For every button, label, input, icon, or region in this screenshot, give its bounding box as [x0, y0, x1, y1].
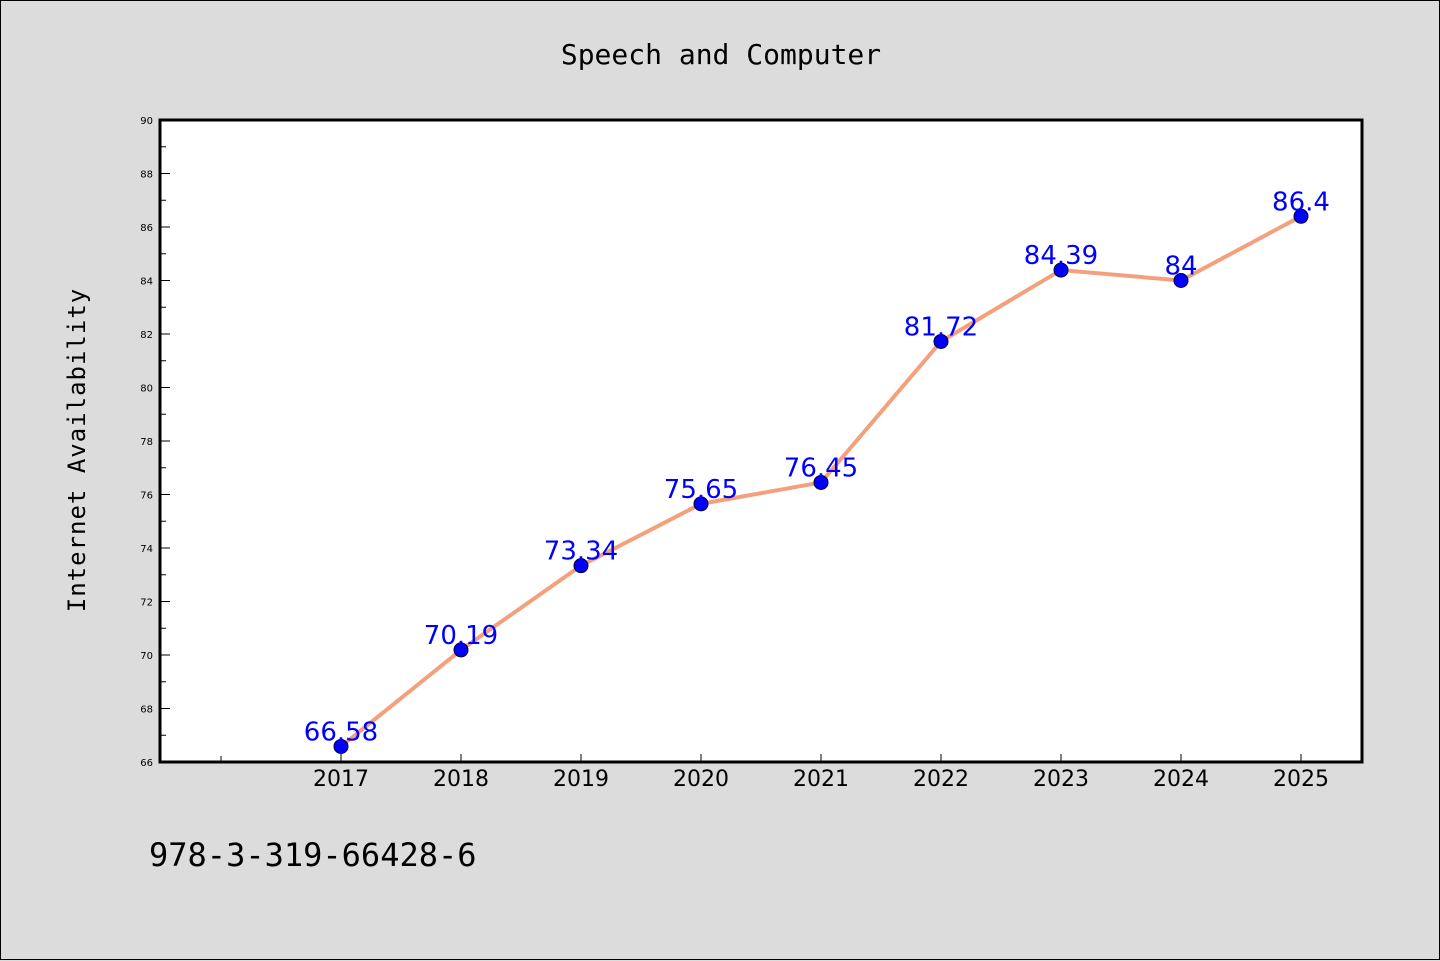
data-label-2020: 75.65: [664, 475, 738, 505]
chart-title: Speech and Computer: [561, 38, 881, 71]
x-tick-label: 2025: [1273, 767, 1329, 792]
data-point-2025: [1293, 208, 1309, 224]
x-tick-label: 2022: [913, 767, 969, 792]
y-tick-label: 86: [140, 223, 153, 234]
data-point-2020: [693, 496, 709, 512]
data-point-2024: [1173, 273, 1189, 288]
data-label-2019: 73.34: [544, 537, 618, 567]
y-tick-label: 82: [140, 330, 153, 341]
y-tick-label: 66: [140, 758, 153, 769]
y-tick-label: 80: [140, 384, 153, 395]
data-point-2018: [453, 642, 469, 658]
y-tick-label: 84: [140, 277, 153, 288]
y-tick-label: 70: [140, 651, 153, 662]
data-label-2022: 81.72: [904, 312, 978, 342]
data-point-2017: [333, 738, 349, 754]
y-tick-label: 76: [140, 491, 153, 502]
y-tick-label: 72: [140, 598, 153, 609]
x-tick-label: 2019: [553, 767, 609, 792]
x-tick-label: 2023: [1033, 767, 1089, 792]
y-tick-label: 68: [140, 705, 153, 716]
data-point-2022: [933, 333, 949, 349]
y-tick-label: 78: [140, 437, 153, 448]
x-tick-label: 2024: [1153, 767, 1209, 792]
y-tick-label: 88: [140, 170, 153, 181]
data-label-2023: 84.39: [1024, 241, 1098, 271]
x-tick-label: 2017: [313, 767, 369, 792]
data-label-2024: 84: [1164, 252, 1197, 282]
data-label-2018: 70.19: [424, 621, 498, 651]
data-label-2025: 86.4: [1272, 187, 1330, 217]
x-tick-label: 2018: [433, 767, 489, 792]
data-label-2021: 76.45: [784, 453, 858, 483]
data-point-2019: [573, 558, 589, 574]
series-internet-availability: 66.58 70.19 73.34 75.65 76.45 81.72 84.39 84 86.…: [304, 187, 1330, 754]
data-point-2021: [813, 474, 829, 490]
data-label-2017: 66.58: [304, 717, 378, 747]
y-axis-label: Internet Availability: [63, 288, 91, 612]
plot-area: [158, 118, 1364, 764]
y-tick-label: 90: [140, 116, 153, 127]
x-tick-label: 2021: [793, 767, 849, 792]
x-tick-label: 2020: [673, 767, 729, 792]
y-axis: 66 68 70 72 74 76 78 80 82 84 86 88 90: [140, 116, 170, 769]
x-axis: 2017 2018 2019 2020 2021 2022 2023 2024 2025: [220, 754, 1329, 792]
y-tick-label: 74: [140, 544, 153, 555]
data-point-2023: [1053, 262, 1069, 278]
footer-isbn: 978-3-319-66428-6: [149, 836, 477, 874]
